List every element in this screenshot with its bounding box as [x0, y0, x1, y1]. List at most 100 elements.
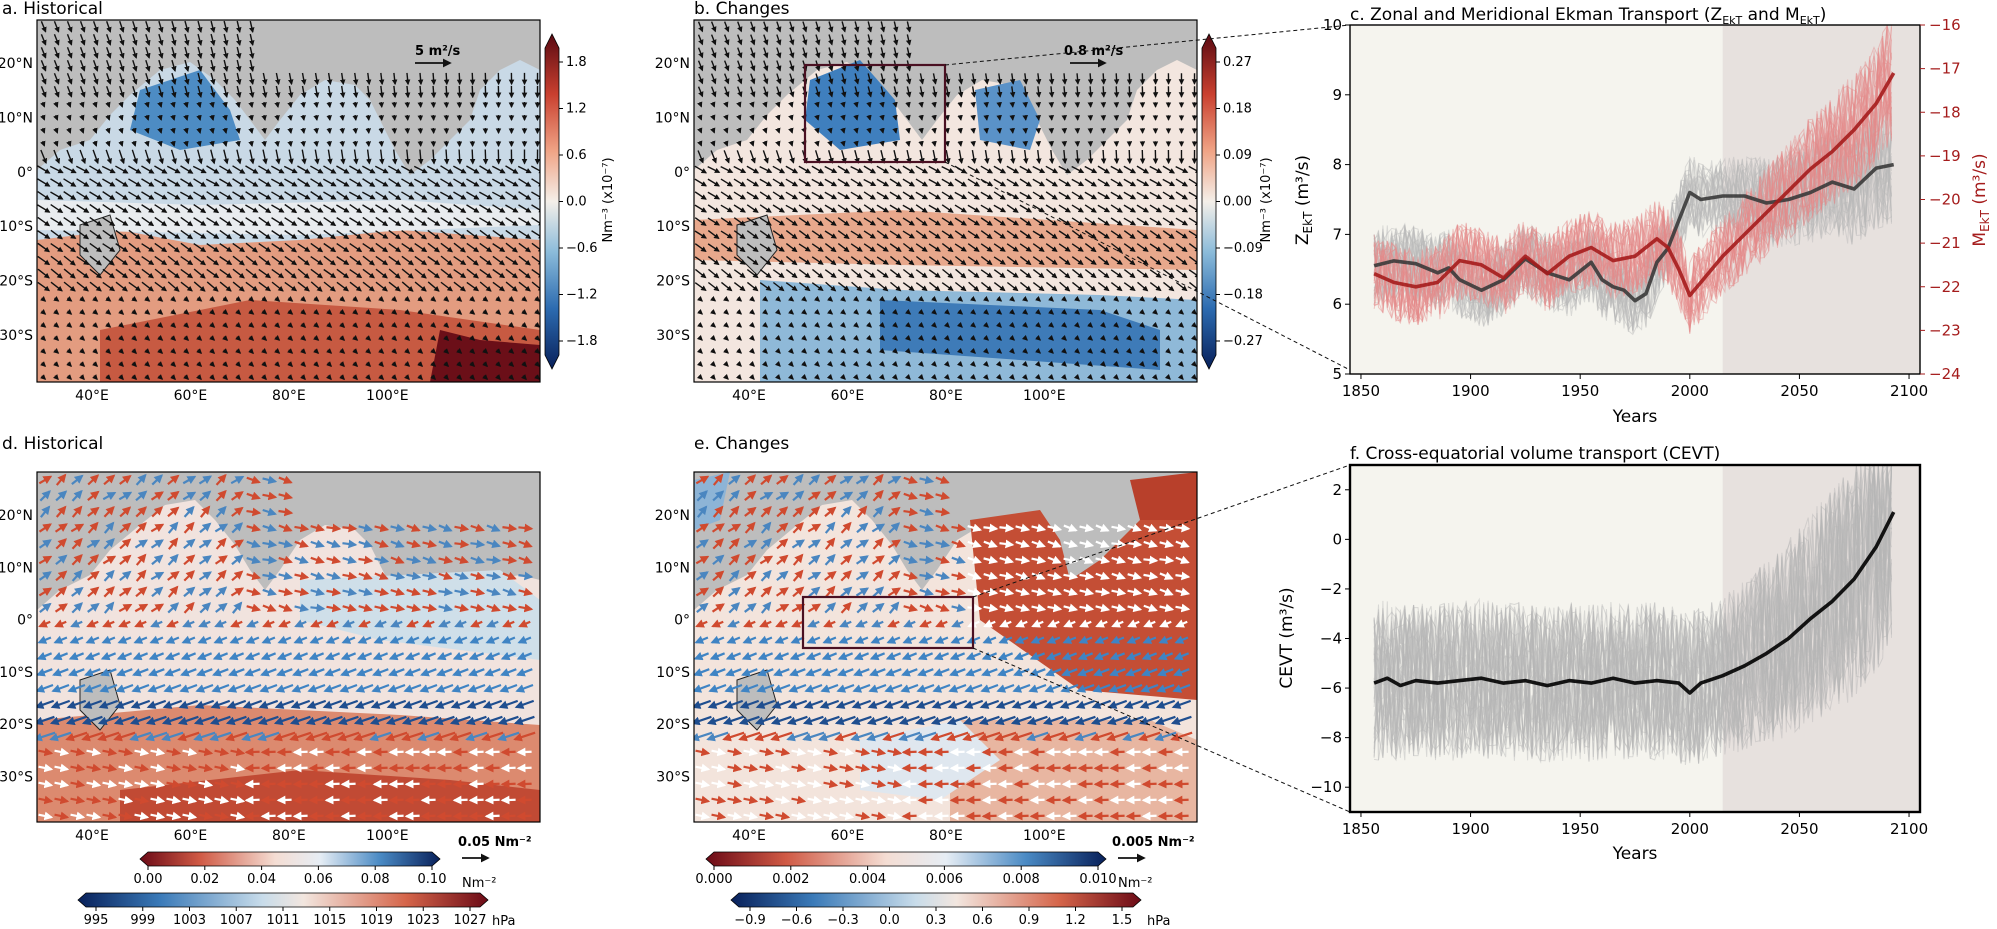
vector-arrow: [92, 140, 98, 147]
vector-arrow: [196, 114, 202, 121]
vector-arrow: [131, 149, 138, 165]
vector-arrow: [1013, 779, 1029, 789]
vector-arrow: [92, 149, 99, 165]
vector-arrow: [323, 191, 337, 200]
vector-arrow: [53, 47, 60, 59]
vector-arrow: [518, 191, 532, 200]
vector-arrow: [505, 204, 519, 213]
vector-arrow: [66, 21, 73, 33]
chart-c: c. Zonal and Meridional Ekman Transport …: [1293, 5, 1992, 427]
chart-f-title: f. Cross-equatorial volume transport (CE…: [1350, 444, 1720, 464]
vector-arrow: [310, 191, 324, 200]
lat-ticks: 20°N 10°N 0° 10°S 20°S 30°S: [655, 508, 690, 785]
y-tick-label: −2: [1320, 580, 1342, 598]
vector-arrow: [115, 217, 129, 226]
vector-arrow: [905, 140, 911, 147]
vector-arrow: [443, 149, 450, 165]
vector-arrow: [193, 217, 207, 226]
vector-arrow: [1113, 149, 1120, 165]
vector-arrow: [326, 127, 332, 135]
colorbar-tick-label: 1011: [266, 913, 299, 928]
vector-arrow: [1013, 763, 1029, 773]
colorbar-tick-label: 0.6: [566, 148, 587, 163]
vector-arrow: [1157, 795, 1173, 805]
vector-arrow: [261, 127, 267, 134]
vector-arrow: [219, 178, 233, 187]
vector-arrow: [453, 165, 467, 174]
vector-arrow: [1009, 101, 1015, 108]
vector-arrow: [349, 165, 363, 174]
vector-arrow: [516, 747, 532, 757]
vector-arrow: [132, 72, 138, 85]
vector-arrow: [965, 763, 981, 773]
vector-arrow: [119, 46, 125, 59]
vector-arrow: [1077, 795, 1093, 805]
vector-arrow: [905, 114, 911, 121]
lat-tick-label: 20°S: [0, 717, 33, 733]
lat-tick-label: 0°: [17, 165, 33, 181]
lon-tick-label: 60°E: [174, 828, 208, 844]
slp-unit: hPa: [492, 914, 515, 929]
vector-arrow: [388, 811, 404, 821]
vector-arrow: [145, 59, 151, 72]
vector-arrow: [40, 140, 46, 147]
vector-arrow: [245, 178, 259, 187]
vector-arrow: [531, 178, 540, 187]
vector-arrow: [1029, 779, 1045, 789]
vector-arrow: [308, 795, 324, 805]
vector-arrow: [479, 204, 493, 213]
vector-arrow: [326, 140, 332, 148]
vector-arrow: [92, 33, 99, 46]
vector-arrow: [404, 811, 420, 821]
vector-arrow: [957, 114, 963, 121]
vector-arrow: [232, 178, 246, 187]
vector-arrow: [119, 59, 125, 72]
vector-arrow: [492, 191, 506, 200]
vector-arrow: [944, 140, 950, 147]
panel-a-map: a. Historical 5 m²/s 20°N 10°N 0° 10°S 20°S 3…: [0, 0, 616, 404]
vector-arrow: [106, 20, 112, 33]
y2-tick-label: −17: [1929, 60, 1961, 78]
vector-arrow: [456, 149, 463, 165]
colorbar-ticks: 1.8 1.2 0.6 0.0 −0.6 −1.2 −1.8: [559, 55, 598, 349]
vector-arrow: [249, 46, 255, 60]
colorbar-unit: Nm⁻³ (x10⁻⁷): [601, 157, 616, 242]
vector-arrow: [50, 191, 64, 200]
vector-arrow: [258, 178, 272, 187]
vector-arrow: [171, 85, 177, 98]
vector-arrow: [79, 73, 86, 85]
vector-arrow: [235, 114, 241, 121]
vector-arrow: [40, 60, 47, 72]
vector-arrow: [1029, 763, 1045, 773]
x-ticks: 1850 1900 1950 2000 2050 2100: [1342, 812, 1928, 838]
vector-arrow: [1173, 779, 1189, 789]
vector-arrow: [53, 101, 59, 108]
vector-arrow: [115, 204, 129, 213]
vector-arrow: [180, 204, 194, 213]
vector-arrow: [275, 149, 281, 165]
vector-arrow: [349, 191, 363, 200]
land-pressure-rise: [1130, 472, 1197, 520]
vector-arrow: [468, 779, 484, 789]
colorbar-tick-label: −0.6: [566, 241, 598, 256]
vector-arrow: [40, 21, 47, 33]
vector-arrow: [933, 763, 949, 773]
vector-arrow: [404, 747, 420, 757]
vector-arrow: [436, 763, 452, 773]
slp-colorbar: [730, 892, 1142, 908]
vector-arrow: [388, 747, 404, 757]
vector-arrow: [997, 747, 1013, 757]
slp-unit: hPa: [1147, 914, 1170, 929]
vector-arrow: [957, 140, 963, 147]
vector-arrow: [144, 101, 150, 108]
vector-arrow: [365, 85, 372, 99]
vector-arrow: [144, 140, 150, 147]
vector-arrow: [492, 204, 506, 213]
vector-arrow: [500, 779, 516, 789]
vector-arrow: [180, 165, 194, 174]
vector-arrow: [144, 114, 150, 121]
lon-ticks: 40°E 60°E 80°E 100°E: [732, 388, 1065, 404]
vector-arrow: [92, 72, 99, 85]
vector-arrow: [310, 165, 324, 174]
vector-arrow: [132, 85, 138, 98]
